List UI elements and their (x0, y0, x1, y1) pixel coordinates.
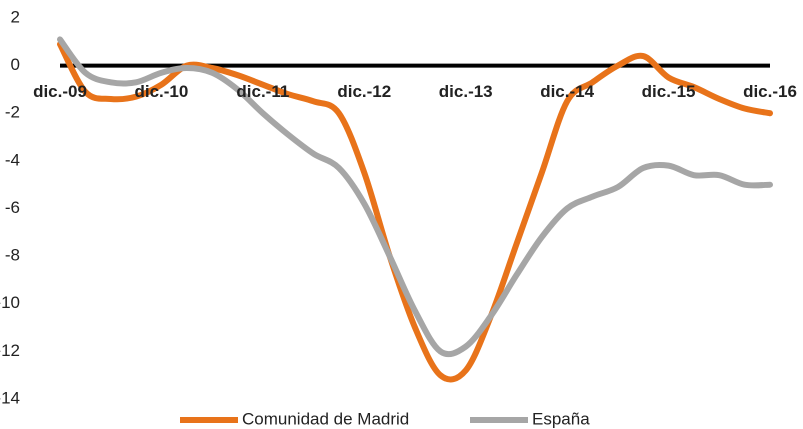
y-tick-label: -2 (5, 103, 20, 122)
x-tick-label: dic.-11 (236, 82, 289, 101)
x-tick-label: dic.-09 (33, 82, 87, 101)
y-tick-label: -10 (0, 293, 20, 312)
y-tick-label: -4 (5, 150, 20, 169)
y-tick-label: -8 (5, 246, 20, 265)
y-tick-label: 2 (11, 7, 20, 26)
x-tick-label: dic.-10 (134, 82, 188, 101)
x-tick-label: dic.-16 (743, 82, 797, 101)
x-tick-label: dic.-14 (540, 82, 594, 101)
legend-label: España (532, 409, 590, 428)
x-tick-label: dic.-15 (642, 82, 696, 101)
x-tick-label: dic.-12 (337, 82, 391, 101)
line (57, 36, 773, 358)
legend-label: Comunidad de Madrid (242, 409, 409, 428)
x-tick-label: dic.-13 (439, 82, 493, 101)
y-tick-label: 0 (11, 55, 20, 74)
y-tick-label: -14 (0, 388, 20, 407)
y-tick-label: -6 (5, 198, 20, 217)
y-tick-label: -12 (0, 341, 20, 360)
